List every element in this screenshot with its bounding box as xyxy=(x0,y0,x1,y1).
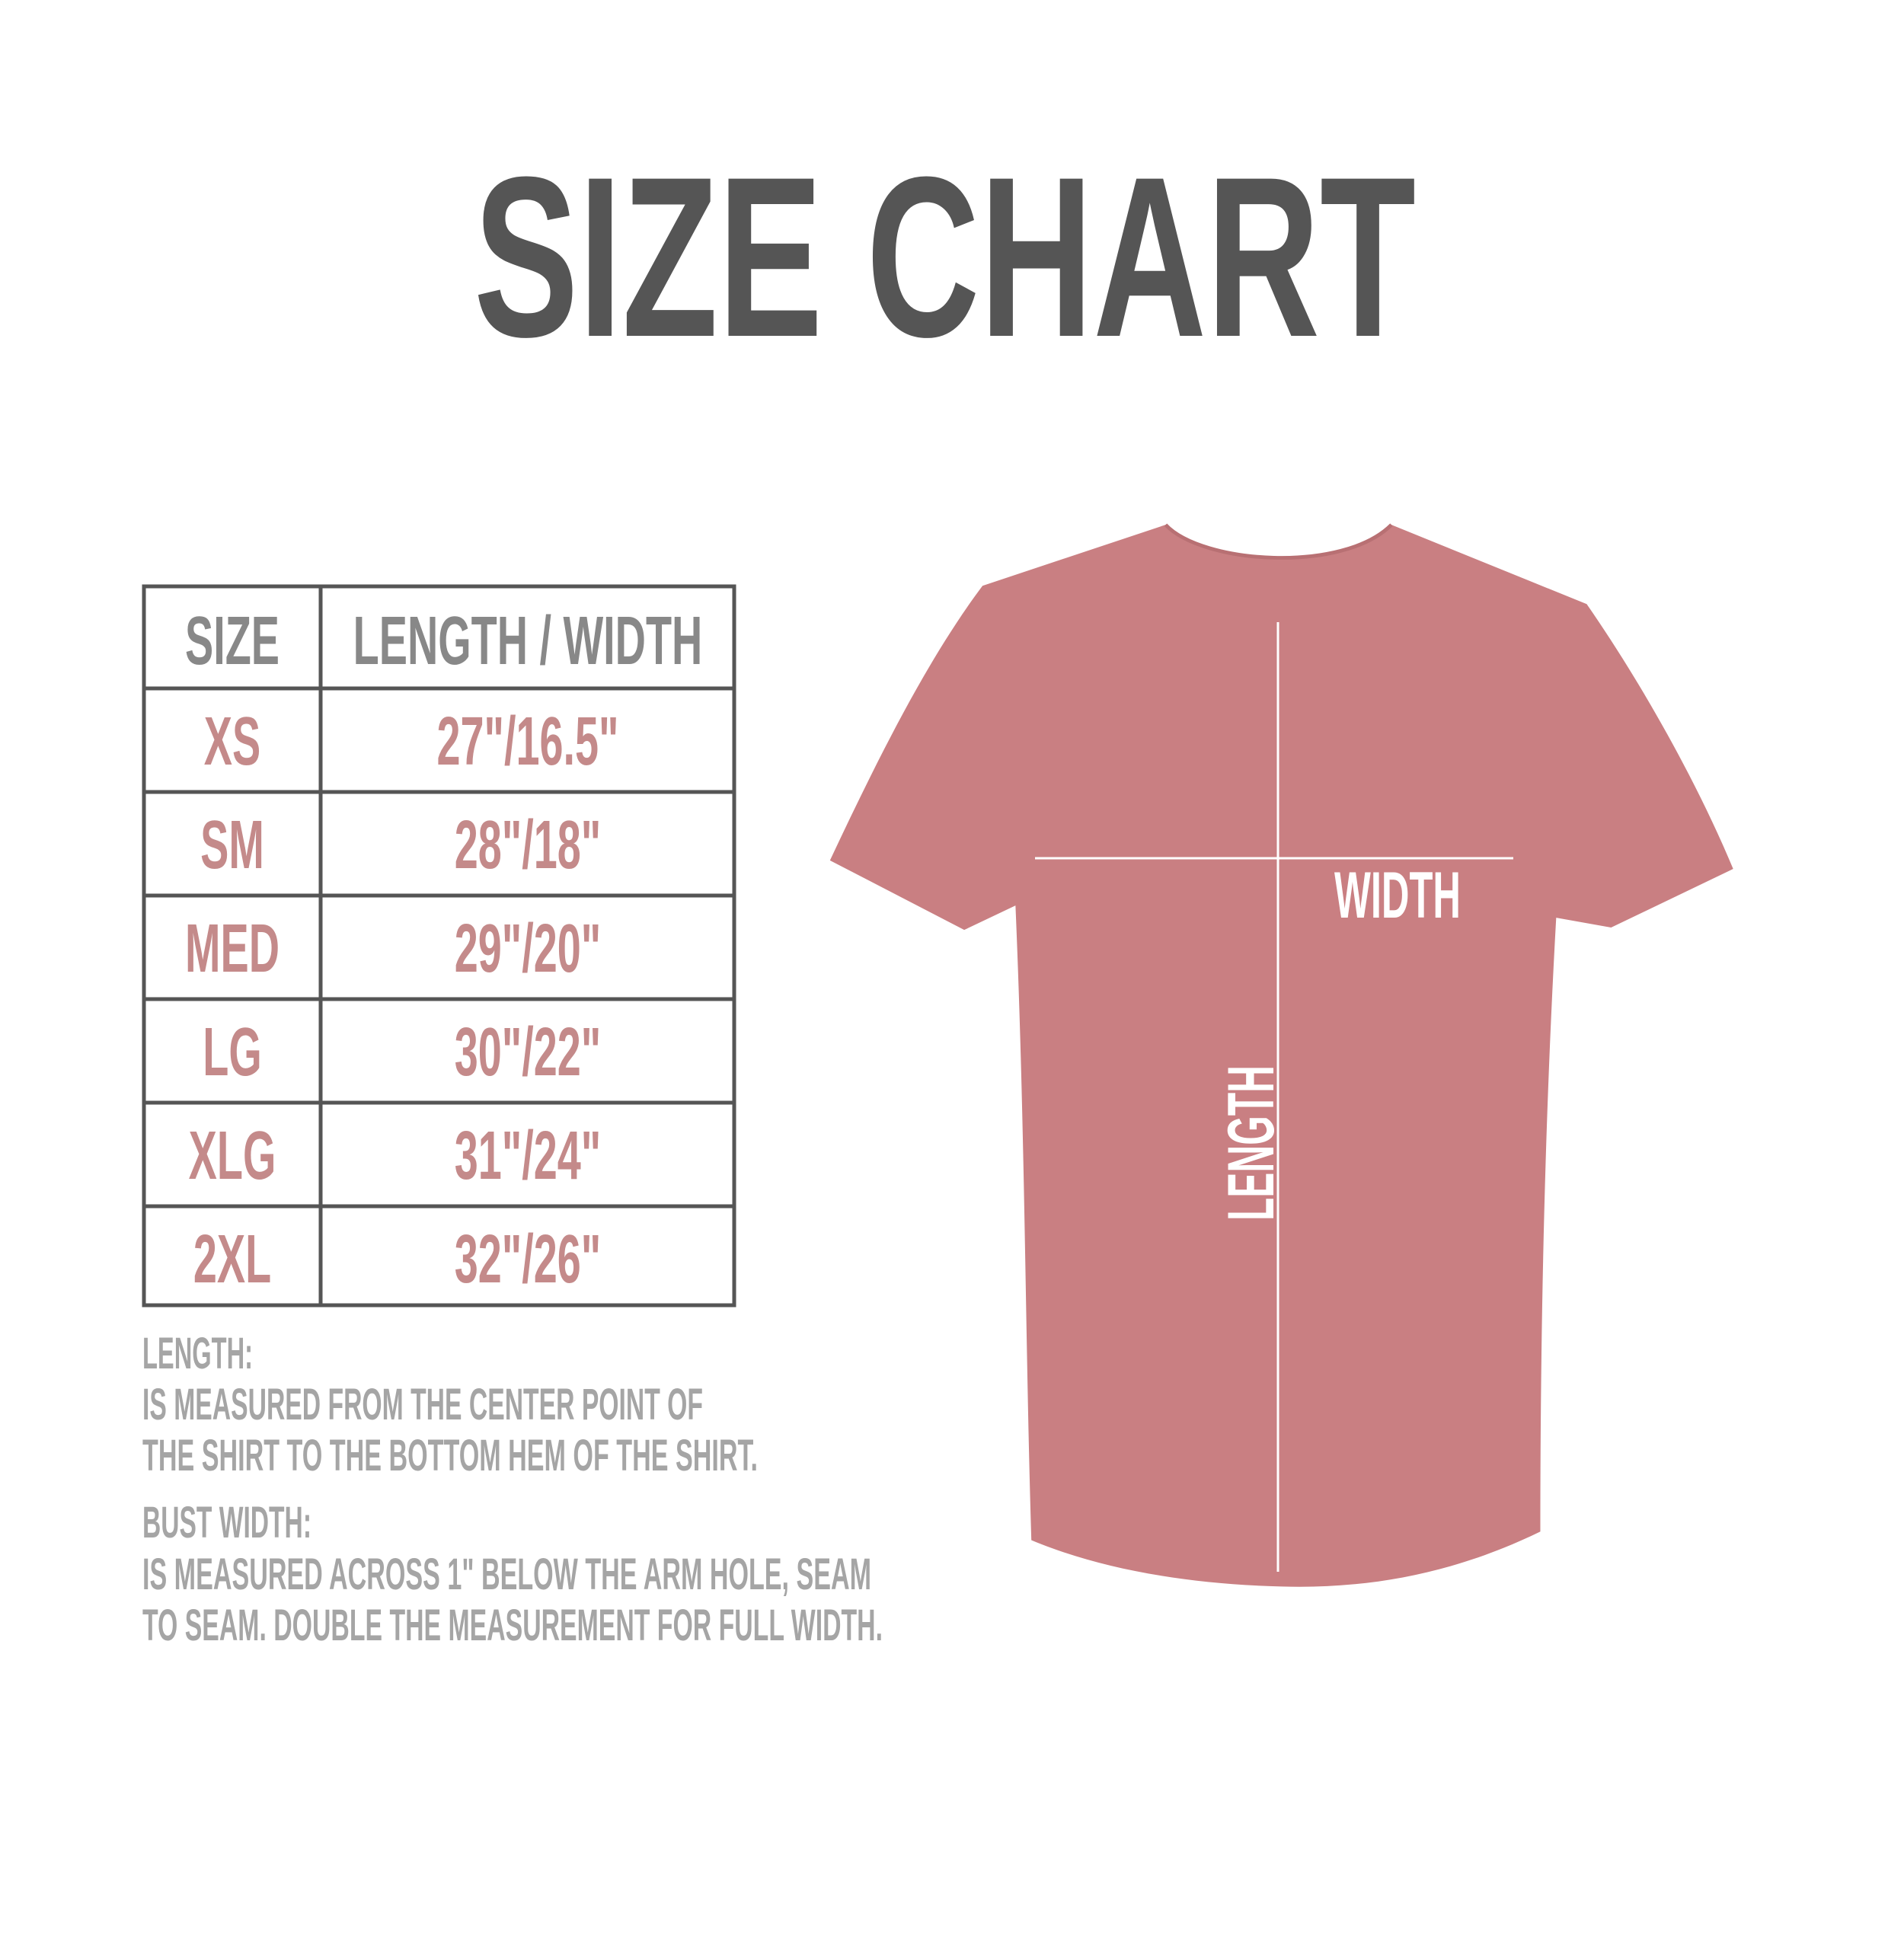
width-note-heading: BUST WIDTH: xyxy=(142,1498,311,1547)
length-width-cell: 32"/26" xyxy=(455,1220,602,1297)
size-cell: XS xyxy=(204,702,260,779)
size-cell: SM xyxy=(200,806,264,883)
table-row: 27"/16.5" xyxy=(436,702,618,779)
table-row: 32"/26" xyxy=(455,1220,602,1297)
table-row: XLG xyxy=(189,1116,276,1193)
width-note-line: TO SEAM. DOUBLE THE MEASUREMENT FOR FULL… xyxy=(142,1601,883,1650)
measurement-notes: LENGTH: IS MEASURED FROM THE CENTER POIN… xyxy=(142,1329,883,1650)
table-row: 31"/24" xyxy=(455,1116,602,1193)
table-row: 2XL xyxy=(193,1220,271,1297)
header-length-width: LENGTH / WIDTH xyxy=(353,602,703,679)
tshirt-illustration: WIDTH LENGTH xyxy=(829,523,1733,1587)
length-width-cell: 27"/16.5" xyxy=(436,702,618,779)
table-row: LG xyxy=(203,1013,261,1090)
size-cell: 2XL xyxy=(193,1220,271,1297)
length-note-line: THE SHIRT TO THE BOTTOM HEM OF THE SHIRT… xyxy=(142,1431,758,1480)
page-title: SIZE CHART xyxy=(474,129,1416,385)
length-note-line: IS MEASURED FROM THE CENTER POINT OF xyxy=(142,1380,703,1429)
table-border xyxy=(142,584,736,1308)
length-width-cell: 29"/20" xyxy=(455,909,602,986)
size-cell: LG xyxy=(203,1013,261,1090)
length-note-heading: LENGTH: xyxy=(142,1329,253,1378)
table-row: MED xyxy=(185,909,280,986)
header-size: SIZE xyxy=(185,602,280,679)
tshirt-shape xyxy=(829,525,1733,1587)
table-row: 28"/18" xyxy=(455,806,602,883)
width-note-line: IS MEASURED ACROSS 1" BELOW THE ARM HOLE… xyxy=(142,1550,871,1599)
length-width-cell: 31"/24" xyxy=(455,1116,602,1193)
table-row: 30"/22" xyxy=(455,1013,602,1090)
length-width-cell: 30"/22" xyxy=(455,1013,602,1090)
size-table: SIZE LENGTH / WIDTH XS 27"/16.5" SM 28"/18"… xyxy=(142,584,736,1308)
size-cell: XLG xyxy=(189,1116,276,1193)
table-row: 29"/20" xyxy=(455,909,602,986)
table-row: XS xyxy=(204,702,260,779)
size-cell: MED xyxy=(185,909,280,986)
width-label: WIDTH xyxy=(1334,859,1461,932)
table-row: SM xyxy=(200,806,264,883)
length-label: LENGTH xyxy=(1215,1065,1288,1221)
tshirt-collar xyxy=(1164,523,1393,560)
length-width-cell: 28"/18" xyxy=(455,806,602,883)
